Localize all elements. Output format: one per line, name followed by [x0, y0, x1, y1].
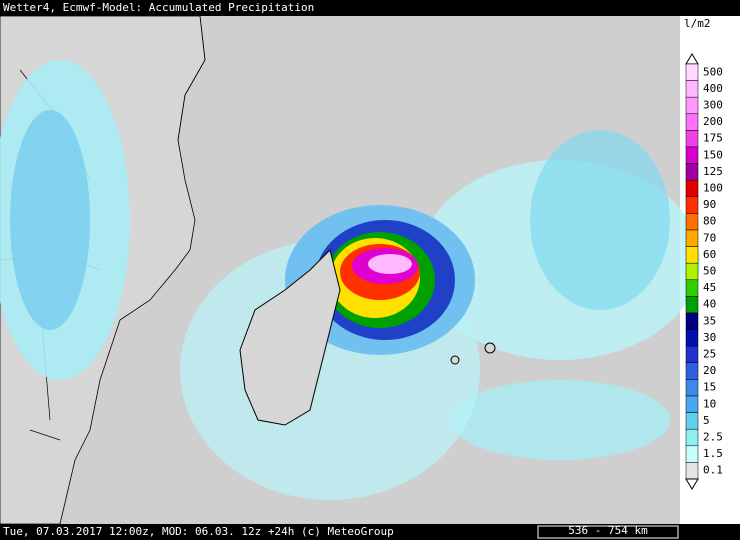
legend-label: 50 [703, 265, 716, 278]
legend-label: 60 [703, 248, 716, 261]
legend-label: 90 [703, 198, 716, 211]
legend-label: 20 [703, 364, 716, 377]
header-bar [0, 0, 740, 16]
legend-swatch [685, 312, 699, 330]
footer-info: Tue, 07.03.2017 12:00z, MOD: 06.03. 12z … [3, 525, 394, 538]
scale-box [537, 525, 679, 539]
legend-label: 0.1 [703, 464, 723, 477]
legend-label: 25 [703, 348, 716, 361]
legend-swatch [685, 130, 699, 148]
legend-swatch [685, 362, 699, 380]
legend-swatch [685, 213, 699, 231]
legend-swatch [685, 395, 699, 413]
legend-label: 35 [703, 314, 716, 327]
legend-label: 15 [703, 381, 716, 394]
legend-label: 300 [703, 99, 723, 112]
legend-swatch [685, 262, 699, 281]
legend-label: 2.5 [703, 431, 723, 444]
legend-swatch [685, 113, 699, 131]
legend-label: 100 [703, 182, 723, 195]
legend-label: 1.5 [703, 447, 723, 460]
legend-arrow-down [685, 478, 699, 490]
legend-swatch [685, 196, 699, 214]
legend-swatch [685, 246, 699, 264]
legend-label: 175 [703, 132, 723, 145]
legend-label: 70 [703, 231, 716, 244]
legend-label: 10 [703, 397, 716, 410]
legend-swatch [685, 96, 699, 115]
legend-label: 150 [703, 148, 723, 161]
legend-swatch [685, 445, 699, 463]
legend-swatch [685, 412, 699, 430]
legend-label: 40 [703, 298, 716, 311]
legend-label: 400 [703, 82, 723, 95]
legend-swatch [685, 329, 699, 347]
legend-swatch [685, 296, 699, 314]
legend-swatch [685, 146, 699, 164]
legend-label: 200 [703, 115, 723, 128]
legend-label: 30 [703, 331, 716, 344]
legend-swatch [685, 345, 699, 364]
legend-swatch [685, 229, 699, 247]
scale-label: 536 - 754 km [568, 524, 648, 537]
legend-swatch [685, 428, 699, 447]
legend-swatch [685, 279, 699, 297]
legend-label: 5 [703, 414, 710, 427]
map [0, 15, 700, 525]
legend-swatch [685, 163, 699, 181]
legend-swatch [685, 379, 699, 397]
legend-unit: l/m2 [684, 17, 711, 30]
legend-label: 125 [703, 165, 723, 178]
title: Wetter4, Ecmwf-Model: Accumulated Precip… [3, 1, 314, 14]
legend-label: 500 [703, 65, 723, 78]
legend-label: 45 [703, 281, 716, 294]
legend-swatch [685, 80, 699, 98]
legend-label: 80 [703, 215, 716, 228]
legend: 500 400 300 200 175 150 125 100 90 80 70 60 50 45 40 35… [685, 53, 723, 490]
footer-bar [0, 524, 740, 540]
legend-swatch [685, 63, 699, 81]
legend-swatch [685, 179, 699, 198]
legend-swatch [685, 462, 699, 480]
